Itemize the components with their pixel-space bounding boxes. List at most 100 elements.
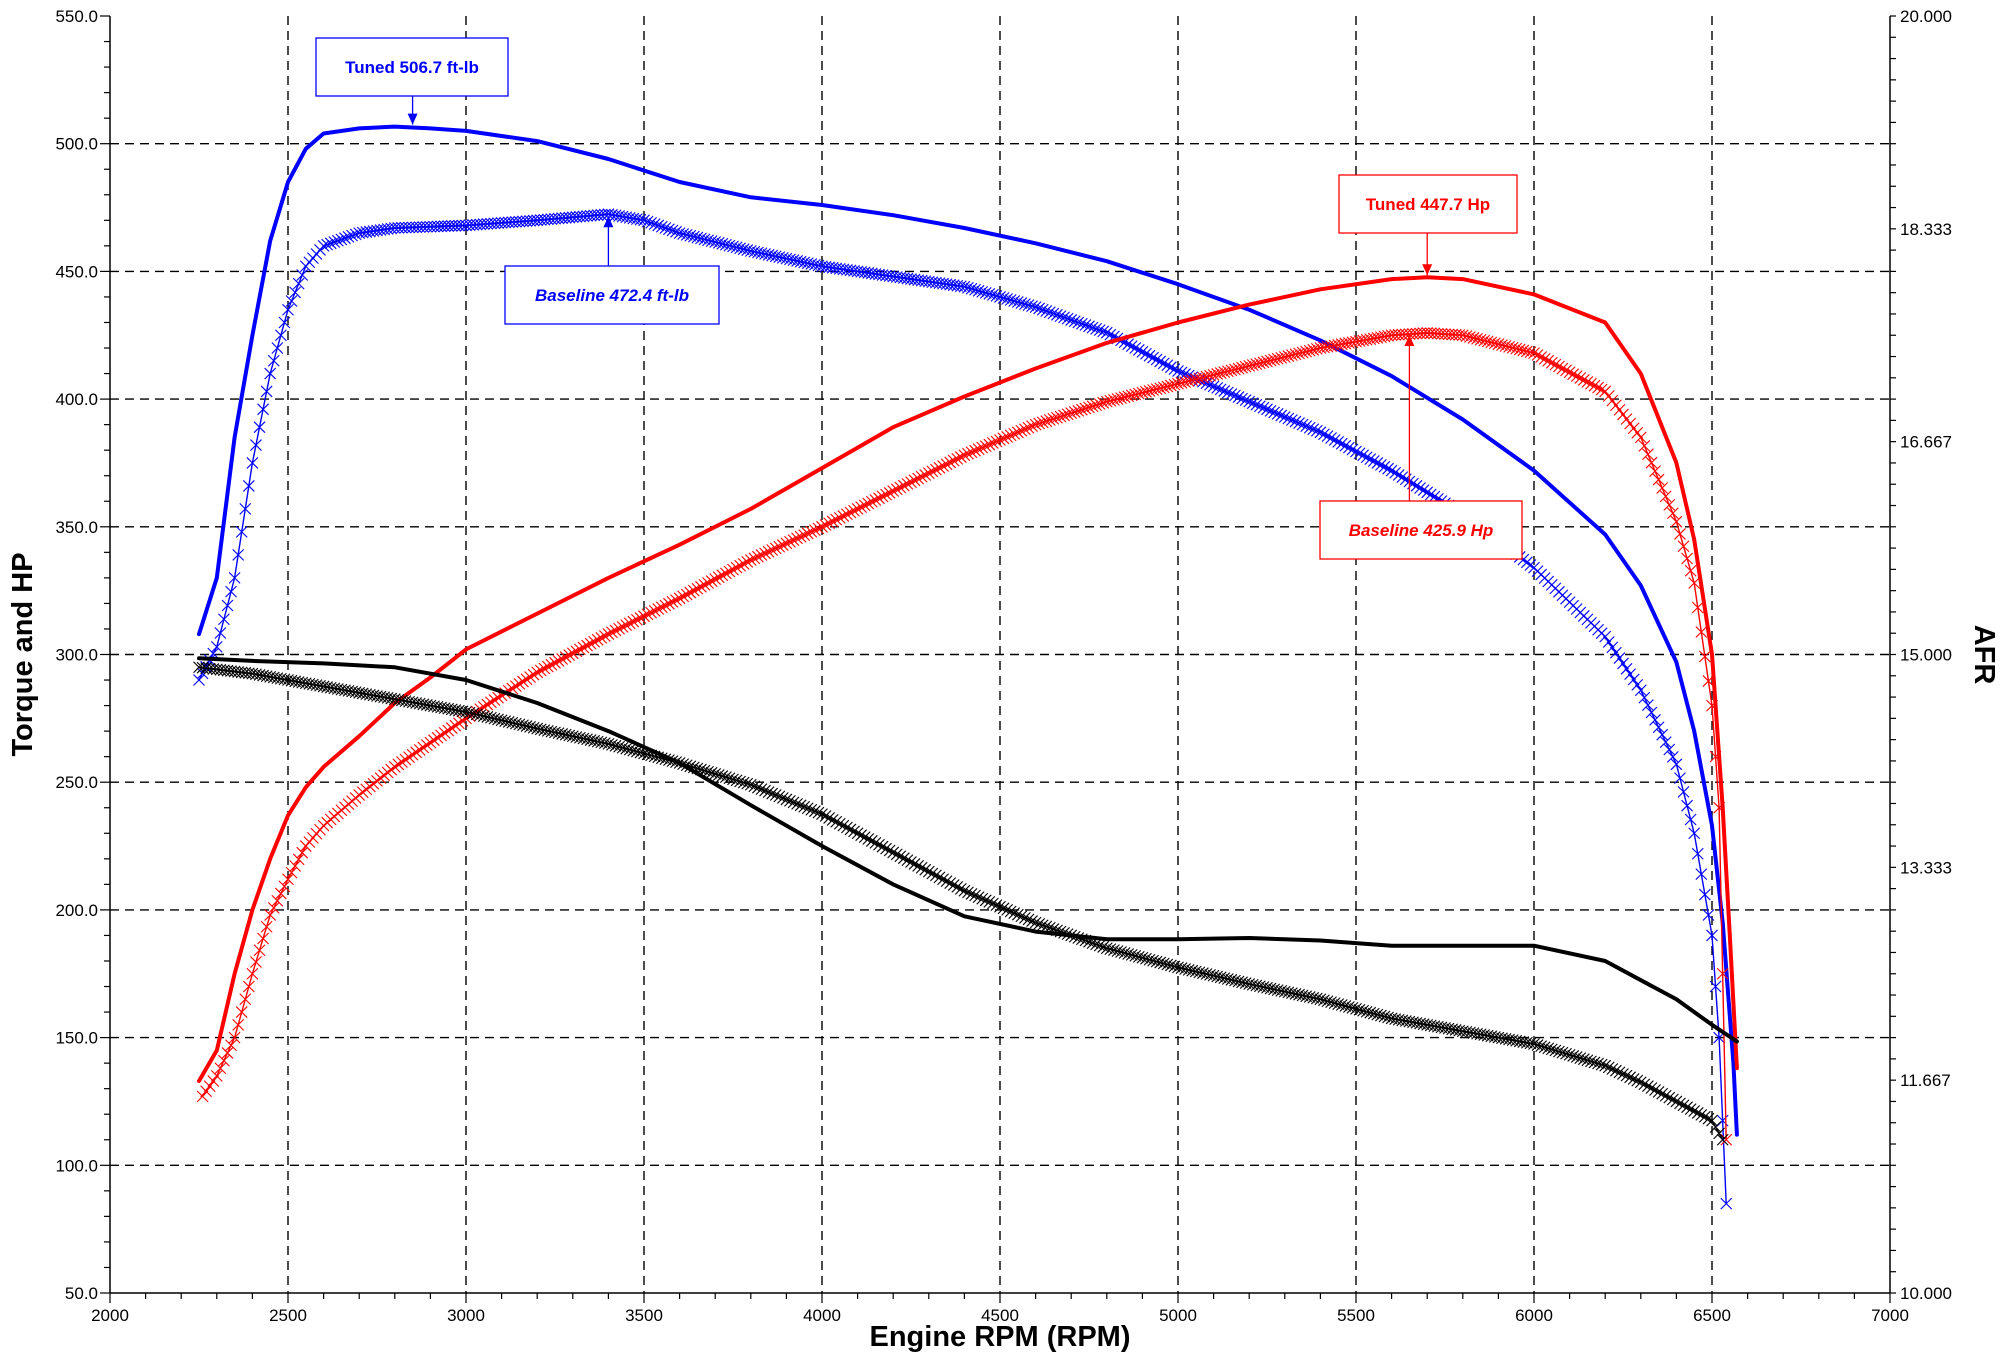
data-point-marker [1019,911,1031,924]
data-point-marker [865,835,878,847]
data-point-marker [581,639,593,652]
data-point-marker [954,280,967,293]
data-point-marker [659,599,672,612]
data-point-marker [844,506,857,519]
data-point-marker [1307,423,1320,436]
data-point-marker [1506,341,1519,354]
data-point-marker [1179,376,1192,388]
data-point-marker [1538,352,1551,365]
data-point-marker [630,213,643,225]
data-point-marker [1702,909,1715,921]
data-point-marker [876,840,889,853]
data-point-marker [1140,347,1152,360]
data-point-marker [388,760,401,773]
data-point-marker [267,671,280,684]
data-point-marker [1634,431,1647,444]
data-point-marker [1303,421,1316,434]
data-point-marker [339,684,351,697]
data-point-marker [677,590,690,603]
y2-axis-title: AFR [1968,625,2000,685]
data-point-marker [1161,958,1174,971]
data-point-marker [210,1070,223,1082]
data-point-marker [260,670,273,683]
data-point-marker [645,216,658,229]
data-point-marker [1072,316,1085,329]
data-point-marker [858,499,871,512]
data-point-marker [1314,426,1327,439]
data-point-marker [880,842,892,855]
data-point-marker [947,454,960,467]
data-point-marker [1310,343,1323,355]
data-point-marker [687,584,700,597]
data-point-marker [424,736,437,749]
y2-tick-label: 18.333 [1900,220,1952,239]
data-point-marker [1382,1011,1394,1024]
data-point-marker [574,731,586,744]
data-point-marker [1666,1093,1679,1106]
data-point-marker [1339,439,1352,452]
data-point-marker [200,1085,213,1098]
data-point-marker [962,281,974,294]
data-point-marker [844,823,857,836]
data-point-marker [641,608,654,621]
data-point-marker [752,550,764,563]
data-point-marker [1659,1089,1672,1102]
data-point-marker [367,689,380,702]
data-point-marker [634,213,647,226]
data-point-marker [1538,1041,1551,1054]
data-point-marker [602,208,615,221]
data-point-marker [1172,961,1184,974]
data-point-marker [1026,300,1038,313]
data-point-marker [581,733,593,746]
data-point-marker [1375,458,1387,471]
data-point-marker [449,719,462,732]
data-point-marker [865,267,878,280]
data-point-marker [1645,456,1658,469]
data-point-marker [1257,401,1270,414]
data-point-marker [282,873,294,886]
data-point-marker [1286,414,1298,426]
data-point-marker [591,633,604,646]
data-point-marker [1154,382,1167,395]
data-point-marker [1211,381,1224,394]
data-point-marker [1674,1097,1686,1110]
data-point-marker [1581,375,1594,388]
data-point-marker [1713,1127,1726,1140]
data-point-marker [919,275,932,287]
data-point-marker [922,865,935,878]
data-point-marker [801,527,814,540]
data-point-marker [680,588,693,601]
data-point-marker [1136,951,1149,964]
data-point-marker [990,435,1003,448]
data-point-marker [944,278,957,291]
data-point-marker [1011,296,1024,308]
data-point-marker [737,557,750,570]
data-point-marker [381,223,394,235]
data-point-marker [705,235,718,248]
data-point-marker [855,266,868,278]
data-point-marker [730,561,743,574]
data-point-marker [944,456,957,469]
data-point-marker [1592,381,1604,394]
data-point-marker [808,805,821,818]
data-point-marker [905,476,917,488]
data-point-marker [1115,946,1127,958]
data-point-marker [1417,484,1430,497]
data-point-marker [930,463,942,476]
data-point-marker [1161,359,1174,372]
data-point-marker [1350,445,1362,458]
data-point-marker [470,708,483,721]
data-point-marker [1556,362,1569,375]
data-point-marker [360,688,373,700]
data-point-marker [264,909,277,921]
data-point-marker [1015,424,1028,437]
data-point-marker [1022,421,1035,434]
data-point-marker [1520,345,1533,358]
data-point-marker [1520,1036,1533,1049]
data-point-marker [1250,358,1263,370]
data-point-marker [1649,1084,1661,1096]
y-tick-label: 450.0 [55,262,98,281]
data-point-marker [1360,451,1373,464]
data-point-marker [1346,1002,1359,1014]
annotation-box [315,37,509,97]
